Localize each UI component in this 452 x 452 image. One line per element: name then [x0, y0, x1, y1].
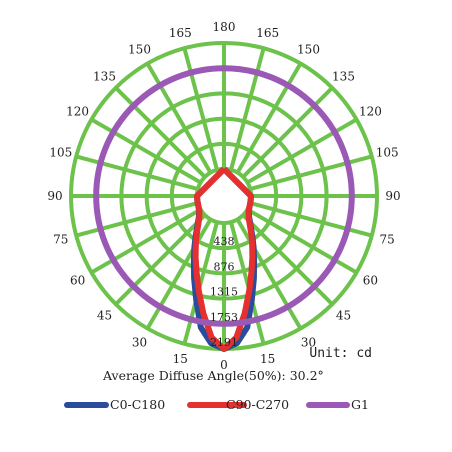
- angle-label-left: 165: [169, 26, 192, 40]
- radial-tick-label: 438: [214, 235, 235, 248]
- angle-label-right: 60: [363, 274, 378, 288]
- angle-label-right: 15: [260, 352, 275, 366]
- polar-grid: [69, 41, 379, 351]
- angle-label-right: 135: [332, 70, 355, 84]
- angle-label-right: 120: [359, 105, 382, 119]
- unit-label: Unit: cd: [309, 346, 372, 361]
- legend-label-c90-c270: C90-C270: [226, 397, 289, 412]
- angle-label-left: 45: [97, 309, 112, 323]
- series-layer: [93, 65, 355, 352]
- grid-spoke: [241, 213, 334, 306]
- grid-spoke: [75, 154, 199, 191]
- grid-spoke: [229, 47, 266, 171]
- angle-label-right: 105: [376, 145, 399, 159]
- angle-label-left: 60: [70, 274, 85, 288]
- series-g1-curve: [93, 65, 355, 327]
- grid-spoke: [145, 62, 213, 174]
- grid-spoke: [241, 86, 334, 179]
- grid-spoke: [90, 117, 202, 185]
- grid-ring-inner: [195, 167, 253, 225]
- radial-tick-labels: 438 876 1315 1753 2191: [210, 235, 238, 349]
- radial-tick-label: 876: [214, 260, 235, 273]
- grid-spoke: [114, 213, 207, 306]
- grid-spoke: [90, 207, 202, 275]
- angle-label-left: 135: [93, 70, 116, 84]
- angle-labels: 0 15 30 45 60 75 90 105 120 135 150 165 180 15 30 45 60 7…: [47, 20, 400, 372]
- legend: C0-C180 C90-C270 G1: [64, 397, 369, 412]
- grid-spoke: [235, 218, 303, 330]
- radial-tick-label: 1753: [210, 311, 238, 324]
- angle-label-left: 105: [49, 145, 72, 159]
- grid-spoke: [235, 62, 303, 174]
- grid-spoke: [249, 201, 373, 238]
- angle-label-right: 45: [336, 309, 351, 323]
- grid-spoke: [145, 218, 213, 330]
- series-c90-c270-curve: [192, 166, 256, 352]
- grid-spoke: [182, 47, 219, 171]
- legend-label-g1: G1: [351, 397, 369, 412]
- angle-label-right: 75: [380, 233, 395, 247]
- angle-label-right: 30: [301, 335, 316, 349]
- angle-label-right: 180: [213, 20, 236, 34]
- angle-label-right: 150: [297, 43, 320, 57]
- angle-label-left: 150: [128, 43, 151, 57]
- legend-label-c0-c180: C0-C180: [110, 397, 165, 412]
- angle-label-left: 30: [132, 335, 147, 349]
- angle-label-right: 165: [256, 26, 279, 40]
- angle-label-right: 90: [385, 189, 400, 203]
- angle-label-right: 0: [220, 358, 228, 372]
- radial-tick-label: 2191: [210, 336, 238, 349]
- angle-label-left: 120: [66, 105, 89, 119]
- grid-spoke: [114, 86, 207, 179]
- angle-label-left: 75: [53, 233, 68, 247]
- average-diffuse-angle-label: Average Diffuse Angle(50%): 30.2°: [102, 368, 324, 383]
- grid-spoke: [249, 154, 373, 191]
- grid-spoke: [75, 201, 199, 238]
- angle-label-left: 15: [173, 352, 188, 366]
- grid-spoke: [246, 207, 358, 275]
- radial-tick-label: 1315: [210, 286, 238, 299]
- grid-spoke: [246, 117, 358, 185]
- angle-label-left: 90: [47, 189, 62, 203]
